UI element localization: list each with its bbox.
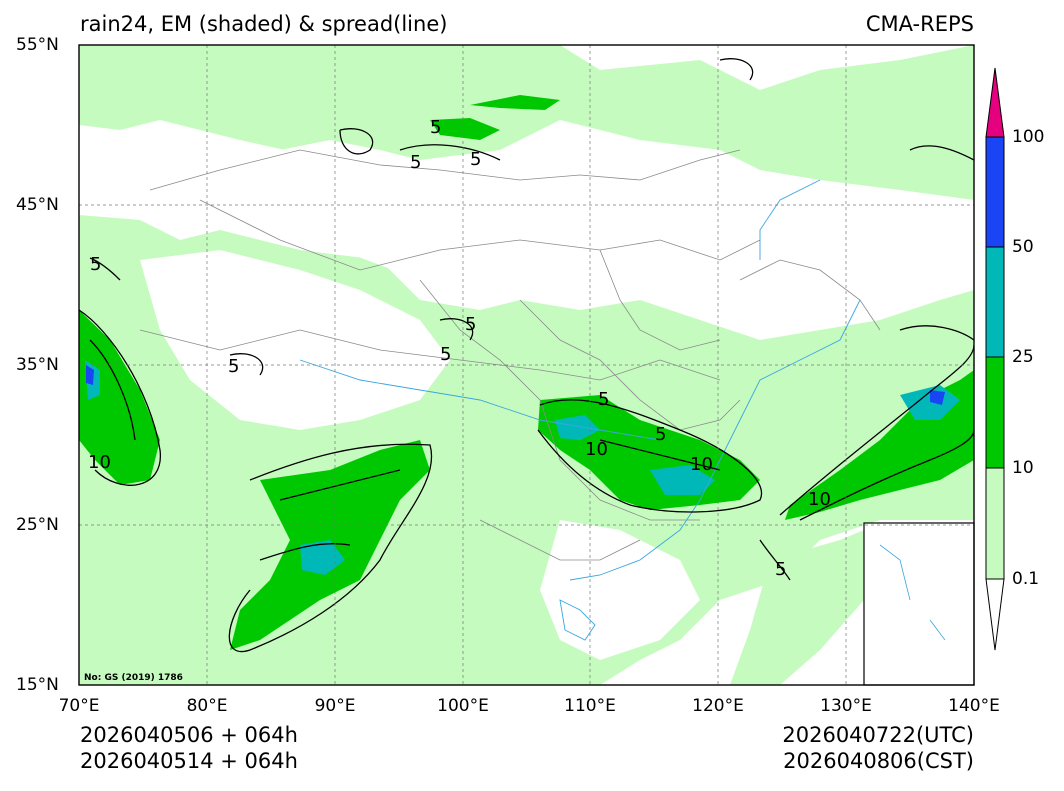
coastline <box>299 179 861 641</box>
map-title: rain24, EM (shaded) & spread(line) <box>80 12 448 36</box>
lon-tick-label: 70°E <box>58 696 100 716</box>
colorbar <box>985 67 1005 651</box>
valid-time-utc: 2026040722(UTC) <box>782 723 974 747</box>
colorbar-extend-bottom <box>985 578 1005 651</box>
inset-islands <box>879 544 946 641</box>
contour-label: 10 <box>585 439 608 460</box>
lat-tick-label: 25°N <box>16 515 59 535</box>
lon-tick-label: 120°E <box>692 696 744 716</box>
contour-label: 10 <box>88 452 111 473</box>
map-approval-note: No: GS (2019) 1786 <box>84 673 183 683</box>
contour-label: 5 <box>598 389 609 410</box>
moderate-rain-west <box>79 310 160 485</box>
colorbar-label: 25 <box>1012 347 1034 367</box>
valid-time-cst: 2026040806(CST) <box>783 749 974 773</box>
light-rain-north <box>79 45 974 200</box>
dry-plateau <box>140 250 450 430</box>
lon-tick-label: 80°E <box>186 696 228 716</box>
gridlines <box>79 45 974 685</box>
colorbar-segment-10-25 <box>985 356 1005 469</box>
lat-tick-label: 55°N <box>16 35 59 55</box>
lon-tick-label: 140°E <box>948 696 1000 716</box>
lon-tick-label: 110°E <box>564 696 616 716</box>
lon-tick-label: 90°E <box>314 696 356 716</box>
colorbar-extend-top <box>985 67 1005 138</box>
lat-tick-label: 35°N <box>16 355 59 375</box>
contour-label: 5 <box>470 149 481 170</box>
moderate-rain-north <box>470 95 560 110</box>
contour-label: 5 <box>465 314 476 335</box>
init-time-block: 2026040506 + 064h 2026040514 + 064h <box>80 722 298 774</box>
lat-tick-label: 15°N <box>16 675 59 695</box>
contour-label: 5 <box>228 356 239 377</box>
contour-label: 5 <box>775 559 786 580</box>
contour-labels: 5 5 5 5 5 5 5 5 10 10 10 5 10 5 <box>88 117 831 580</box>
contour-label: 10 <box>690 454 713 475</box>
dry-basin <box>160 140 650 300</box>
moderate-rain-north2 <box>430 118 500 140</box>
lon-tick-label: 130°E <box>820 696 872 716</box>
contour-label: 5 <box>90 254 101 275</box>
model-name: CMA-REPS <box>865 12 974 36</box>
dry-south <box>540 520 700 660</box>
colorbar-label: 50 <box>1012 237 1034 257</box>
colorbar-label: 0.1 <box>1012 569 1040 589</box>
contour-label: 5 <box>655 424 666 445</box>
lat-tick-label: 45°N <box>16 195 59 215</box>
colorbar-segment-25-50 <box>985 246 1005 358</box>
init-time-utc: 2026040506 + 064h <box>80 723 298 747</box>
lon-tick-label: 100°E <box>437 696 489 716</box>
precip-shading <box>79 45 974 685</box>
borders <box>139 149 881 561</box>
map-frame <box>78 44 975 686</box>
init-time-cst: 2026040514 + 064h <box>80 749 298 773</box>
spread-contours <box>79 58 974 653</box>
colorbar-segment-50-100 <box>985 136 1005 248</box>
contour-label: 5 <box>430 117 441 138</box>
colorbar-label: 100 <box>1012 127 1045 147</box>
valid-time-block: 2026040722(UTC) 2026040806(CST) <box>782 722 974 774</box>
contour-label: 5 <box>440 344 451 365</box>
colorbar-segment-0.1-10 <box>985 467 1005 580</box>
contour-label: 5 <box>410 152 421 173</box>
colorbar-label: 10 <box>1012 458 1034 478</box>
light-rain-southeast <box>730 530 864 685</box>
south-sea-inset <box>863 522 975 686</box>
contour-label: 10 <box>808 489 831 510</box>
